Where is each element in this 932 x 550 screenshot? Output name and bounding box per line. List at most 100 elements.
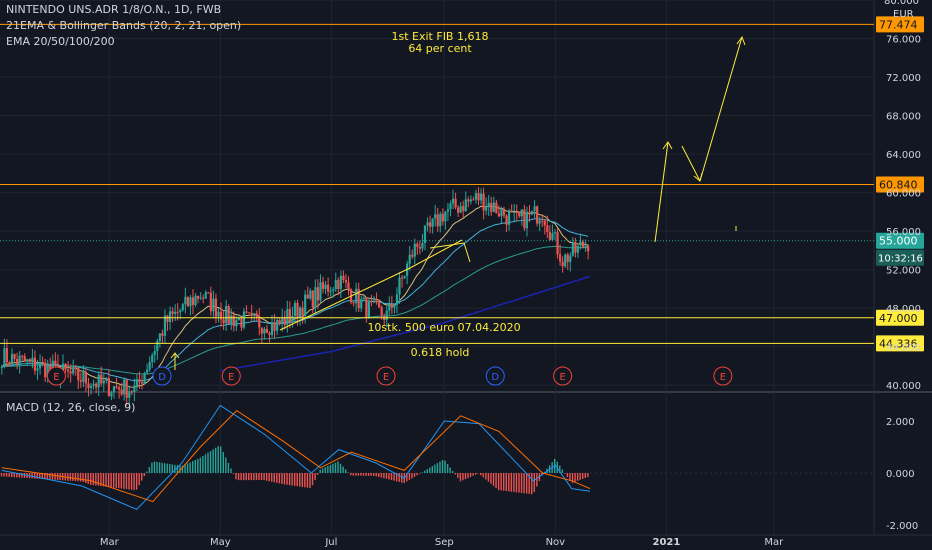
candle-body bbox=[388, 304, 391, 311]
candle-body bbox=[413, 243, 416, 257]
macd-histogram-bar bbox=[309, 473, 311, 489]
time-tick-label: Sep bbox=[435, 537, 454, 548]
macd-histogram-bar bbox=[255, 473, 258, 481]
candle-body bbox=[347, 282, 350, 290]
macd-histogram-bar bbox=[74, 473, 77, 482]
macd-histogram-bar bbox=[441, 460, 444, 473]
price-tick-label: 40.000 bbox=[886, 381, 921, 392]
countdown-tag bbox=[876, 249, 924, 266]
price-tick-label: 64.000 bbox=[886, 150, 921, 161]
macd-histogram-bar bbox=[566, 473, 569, 478]
candle-body bbox=[41, 362, 44, 364]
macd-histogram-bar bbox=[390, 473, 393, 481]
candle-body bbox=[574, 242, 577, 253]
macd-histogram-bar bbox=[518, 473, 520, 493]
macd-histogram-bar bbox=[360, 473, 362, 476]
candle-body bbox=[3, 348, 6, 367]
macd-histogram-bar bbox=[242, 473, 245, 481]
candle-body bbox=[95, 383, 98, 388]
earnings-marker bbox=[221, 366, 241, 386]
candle-body bbox=[207, 292, 210, 294]
time-axis[interactable]: Mar May Jul Sep Nov 2021 Mar bbox=[100, 537, 784, 548]
candle-body bbox=[462, 206, 465, 212]
price-tick-label: 56.000 bbox=[886, 227, 921, 238]
candle-body bbox=[140, 382, 144, 384]
macd-histogram-bar bbox=[260, 473, 263, 481]
macd-histogram-bar bbox=[69, 473, 72, 481]
candle-body bbox=[230, 315, 233, 324]
macd-histogram-bar bbox=[3, 473, 5, 477]
candle-body bbox=[33, 357, 37, 371]
candle-body bbox=[237, 317, 240, 321]
ema-200-line bbox=[220, 275, 591, 372]
price-tick-label: 76.000 bbox=[886, 35, 921, 46]
candle-body bbox=[156, 341, 159, 352]
price-axis[interactable]: 55.000 10:32:16 40.000 44.000 48.000 52.000 56… bbox=[878, 0, 923, 532]
macd-histogram-bar bbox=[176, 465, 179, 473]
macd-histogram-bar bbox=[380, 473, 383, 478]
macd-histogram-bar bbox=[44, 473, 46, 480]
candle-body bbox=[166, 315, 169, 322]
macd-histogram-bar bbox=[370, 473, 372, 476]
candle-body bbox=[321, 282, 325, 289]
macd-histogram-bar bbox=[357, 473, 360, 476]
price-tick-label: 52.000 bbox=[886, 266, 921, 277]
candle-body bbox=[439, 213, 442, 227]
projection-leg-2 bbox=[681, 145, 701, 182]
bollinger-legend[interactable]: 21EMA & Bollinger Bands (20, 2, 21, open… bbox=[6, 19, 242, 32]
macd-histogram-bar bbox=[314, 473, 316, 481]
macd-histogram-bar bbox=[375, 473, 377, 477]
ema-legend[interactable]: EMA 20/50/100/200 bbox=[6, 35, 115, 48]
symbol-title[interactable]: NINTENDO UNS.ADR 1/8/O.N., 1D, FWB bbox=[6, 3, 222, 16]
candle-body bbox=[112, 386, 116, 393]
macd-legend[interactable]: MACD (12, 26, close, 9) bbox=[6, 401, 136, 414]
macd-tick-label: 2.000 bbox=[886, 417, 915, 428]
candle-body bbox=[581, 241, 585, 248]
macd-histogram-bar bbox=[0, 473, 3, 477]
macd-histogram-bar bbox=[520, 473, 523, 493]
candle-body bbox=[64, 363, 67, 370]
event-marker-label: E bbox=[53, 372, 59, 383]
macd-histogram-bar bbox=[209, 451, 212, 473]
candle-body bbox=[130, 391, 133, 393]
candle-body bbox=[212, 298, 215, 312]
macd-histogram-bar bbox=[459, 473, 462, 482]
macd-histogram-bar bbox=[258, 473, 260, 481]
candle-body bbox=[334, 279, 337, 290]
candle-body bbox=[423, 225, 427, 244]
macd-histogram-bar bbox=[186, 463, 189, 473]
price-tick-label: 72.000 bbox=[886, 73, 921, 84]
macd-histogram-bar bbox=[56, 473, 59, 480]
macd-histogram-bar bbox=[204, 454, 207, 473]
candle-body bbox=[92, 383, 95, 386]
macd-histogram-bar bbox=[253, 473, 255, 481]
macd-histogram-bar bbox=[418, 473, 421, 474]
candle-body bbox=[281, 317, 284, 324]
candle-body bbox=[505, 215, 508, 225]
macd-histogram-bar bbox=[342, 466, 344, 473]
macd-histogram-bar bbox=[316, 473, 319, 475]
candle-body bbox=[495, 202, 498, 214]
candle-body bbox=[16, 358, 19, 364]
candle-body bbox=[23, 356, 26, 362]
candle-body bbox=[278, 320, 281, 324]
candle-body bbox=[135, 379, 139, 386]
macd-histogram-bar bbox=[217, 446, 219, 473]
macd-histogram-bar bbox=[67, 473, 69, 481]
price-tick-label: 60.000 bbox=[886, 189, 921, 200]
macd-histogram-bar bbox=[482, 473, 485, 478]
candle-body bbox=[84, 371, 88, 384]
macd-histogram-bar bbox=[33, 473, 36, 479]
candle-body bbox=[360, 299, 363, 309]
macd-histogram-bar bbox=[115, 473, 117, 488]
macd-panel bbox=[0, 404, 874, 510]
macd-histogram-bar bbox=[265, 473, 268, 481]
candle-body bbox=[194, 295, 197, 306]
horizontal-levels[interactable]: 77.474 60.840 47.000 44.336 bbox=[0, 16, 924, 352]
level-price-label: 77.474 bbox=[879, 18, 918, 31]
candle-body bbox=[372, 300, 376, 303]
candle-body bbox=[105, 378, 108, 381]
